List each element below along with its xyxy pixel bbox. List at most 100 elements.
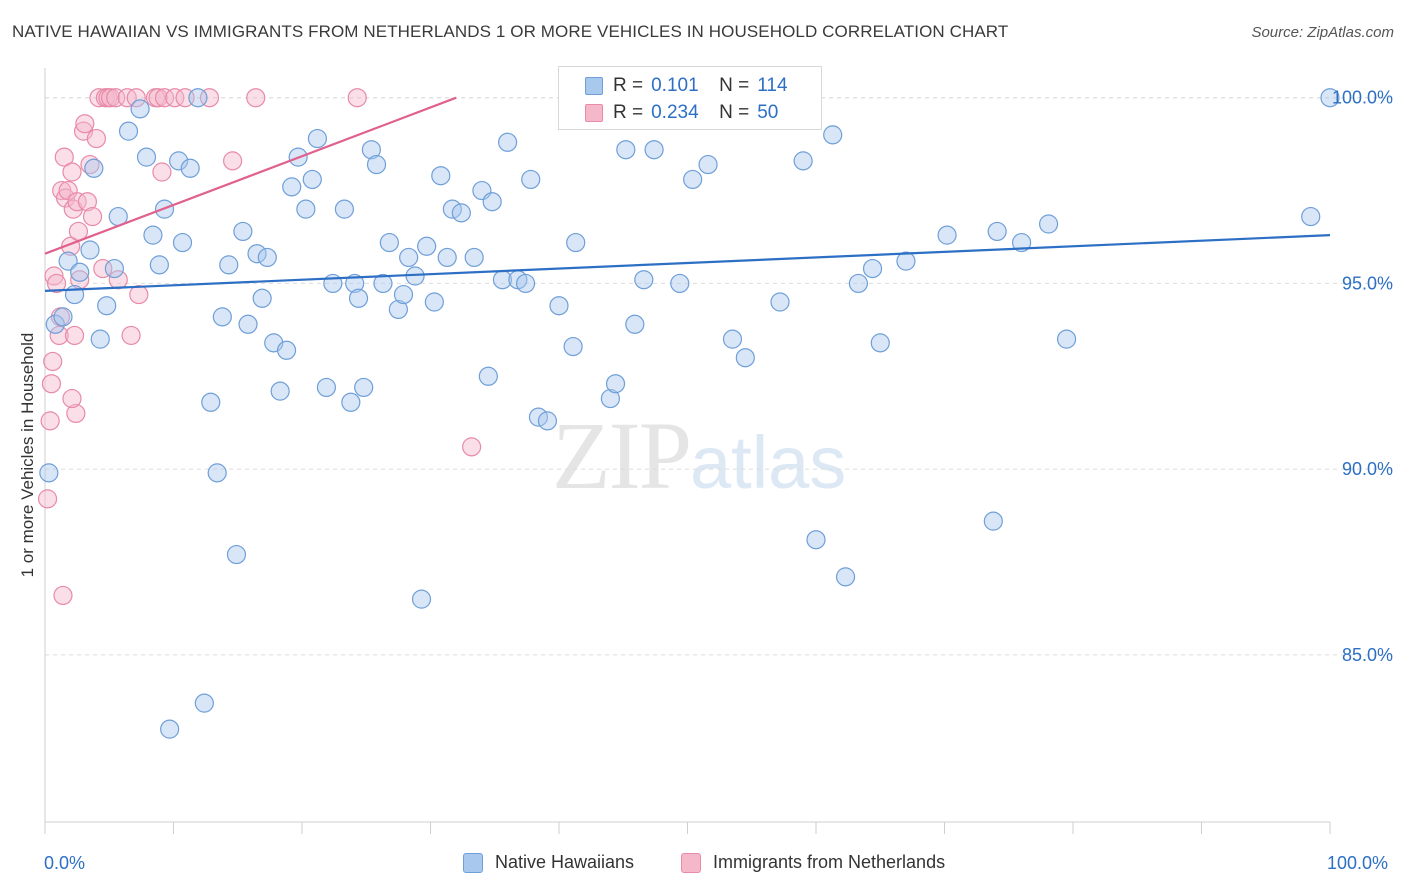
point-native-hawaiians <box>201 392 221 412</box>
point-native-hawaiians <box>478 366 498 386</box>
point-native-hawaiians <box>366 154 387 175</box>
point-native-hawaiians <box>296 199 316 219</box>
grid-lines <box>45 97 1392 656</box>
y-axis-label: 1 or more Vehicles in Household <box>18 332 37 578</box>
point-native-hawaiians <box>862 258 883 279</box>
point-native-hawaiians <box>1011 232 1032 253</box>
n-value: 50 <box>757 102 779 123</box>
point-native-hawaiians <box>634 270 654 290</box>
point-native-hawaiians <box>354 377 374 398</box>
point-native-hawaiians <box>143 225 163 245</box>
point-netherlands <box>199 88 220 108</box>
point-native-hawaiians <box>104 258 124 279</box>
y-tick-labels: 100.0% 95.0% 90.0% 85.0% <box>1332 88 1393 665</box>
point-native-hawaiians <box>247 244 267 264</box>
point-native-hawaiians <box>793 151 813 171</box>
legend-item-netherlands: Immigrants from Netherlands <box>681 852 945 873</box>
point-netherlands <box>100 88 121 108</box>
point-netherlands <box>462 437 482 457</box>
point-native-hawaiians <box>307 128 328 149</box>
chart-title: NATIVE HAWAIIAN VS IMMIGRANTS FROM NETHE… <box>12 22 1009 41</box>
point-netherlands <box>53 585 73 606</box>
point-native-hawaiians <box>1301 206 1321 227</box>
legend-label: Native Hawaiians <box>495 852 635 872</box>
point-netherlands <box>82 206 103 227</box>
point-native-hawaiians <box>1056 329 1077 349</box>
point-netherlands <box>347 88 367 108</box>
point-native-hawaiians <box>341 392 361 412</box>
n-label: N = <box>719 102 750 123</box>
point-netherlands <box>80 154 100 175</box>
point-native-hawaiians <box>1320 88 1340 108</box>
point-netherlands <box>154 88 175 108</box>
point-native-hawaiians <box>823 125 843 145</box>
point-native-hawaiians <box>252 288 272 308</box>
y-tick-label: 90.0% <box>1342 459 1393 479</box>
point-native-hawaiians <box>345 273 365 294</box>
point-native-hawaiians <box>644 140 664 160</box>
point-native-hawaiians <box>379 232 399 253</box>
point-native-hawaiians <box>393 284 414 305</box>
point-netherlands <box>64 325 85 346</box>
point-netherlands <box>75 114 95 134</box>
point-native-hawaiians <box>937 225 957 245</box>
point-native-hawaiians <box>451 203 471 223</box>
trend-line-netherlands <box>44 96 457 255</box>
point-native-hawaiians <box>411 589 432 609</box>
point-native-hawaiians <box>698 154 718 175</box>
point-native-hawaiians <box>987 221 1007 242</box>
point-netherlands <box>40 411 60 431</box>
point-netherlands <box>129 284 149 305</box>
point-netherlands <box>121 325 141 346</box>
x-tick-label-min: 0.0% <box>44 853 86 873</box>
point-netherlands <box>223 151 243 171</box>
axes <box>44 68 1331 834</box>
r-value: 0.234 <box>651 102 699 123</box>
point-netherlands <box>246 88 266 108</box>
point-native-hawaiians <box>334 199 355 219</box>
point-native-hawaiians <box>464 247 484 268</box>
point-native-hawaiians <box>118 121 139 141</box>
point-native-hawaiians <box>566 232 586 253</box>
point-netherlands <box>54 147 74 167</box>
point-native-hawaiians <box>282 177 302 197</box>
watermark-zip: ZIP <box>552 402 692 509</box>
point-native-hawaiians <box>722 329 743 349</box>
watermark-atlas: atlas <box>690 421 847 504</box>
point-native-hawaiians <box>515 273 536 294</box>
point-native-hawaiians <box>149 255 169 275</box>
point-native-hawaiians <box>670 273 690 294</box>
point-native-hawaiians <box>683 169 703 190</box>
legend-row-native-hawaiians: R = 0.101 N = 114 <box>585 74 788 98</box>
point-native-hawaiians <box>226 544 247 565</box>
point-native-hawaiians <box>45 314 65 334</box>
point-native-hawaiians <box>84 158 104 178</box>
y-tick-label: 100.0% <box>1332 88 1393 108</box>
point-netherlands <box>106 88 126 108</box>
trend-line-native-hawaiians <box>44 234 1331 292</box>
legend-label: Immigrants from Netherlands <box>713 852 946 872</box>
point-native-hawaiians <box>361 140 381 160</box>
point-native-hawaiians <box>896 251 916 271</box>
point-netherlands <box>152 162 172 182</box>
point-native-hawaiians <box>348 288 369 308</box>
point-native-hawaiians <box>316 377 337 398</box>
point-native-hawaiians <box>431 166 451 186</box>
point-native-hawaiians <box>482 192 502 212</box>
point-netherlands <box>86 128 107 149</box>
point-native-hawaiians <box>207 463 227 483</box>
point-native-hawaiians <box>194 693 214 713</box>
point-native-hawaiians <box>521 169 541 190</box>
point-native-hawaiians <box>238 314 258 334</box>
point-netherlands <box>62 162 82 182</box>
point-native-hawaiians <box>848 273 869 294</box>
point-native-hawaiians <box>172 232 193 253</box>
point-netherlands <box>66 403 86 424</box>
point-native-hawaiians <box>39 463 59 483</box>
point-netherlands <box>67 192 87 212</box>
r-value: 0.101 <box>651 75 699 96</box>
legend-item-native-hawaiians: Native Hawaiians <box>463 852 634 873</box>
point-netherlands <box>55 188 76 208</box>
point-native-hawaiians <box>983 511 1003 531</box>
